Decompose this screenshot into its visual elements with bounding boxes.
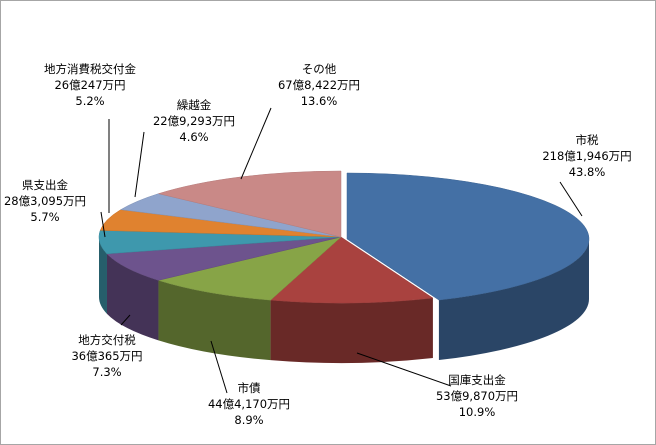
slice-value: 22億9,293万円: [153, 114, 235, 128]
slice-value: 26億247万円: [54, 78, 125, 92]
slice-side-4: [106, 253, 159, 341]
slice-percent: 10.9%: [459, 405, 496, 419]
slice-value: 218億1,946万円: [542, 149, 631, 163]
slice-name: その他: [302, 62, 337, 76]
slice-percent: 4.6%: [179, 130, 208, 144]
slice-percent: 43.8%: [569, 165, 606, 179]
leader-line-4: [120, 314, 131, 326]
slice-value: 44億4,170万円: [208, 397, 290, 411]
data-label-6: 地方消費税交付金 26億247万円 5.2%: [44, 62, 136, 108]
leader-line-8: [240, 107, 272, 180]
slice-value: 53億9,870万円: [436, 389, 518, 403]
pie-sides: [99, 237, 589, 363]
data-label-2: 国庫支出金 53億9,870万円 10.9%: [436, 373, 518, 419]
data-label-1: 市税 218億1,946万円 43.8%: [542, 133, 631, 179]
slice-value: 36億365万円: [71, 349, 142, 363]
slice-percent: 5.7%: [30, 210, 59, 224]
slice-side-2: [270, 298, 433, 363]
slice-name: 繰越金: [177, 98, 212, 112]
slice-value: 28億3,095万円: [4, 194, 86, 208]
data-label-5: 県支出金 28億3,095万円 5.7%: [4, 178, 86, 224]
slice-1: [346, 172, 590, 301]
data-label-4: 地方交付税 36億365万円 7.3%: [71, 333, 142, 379]
slice-percent: 5.2%: [75, 94, 104, 108]
slice-8: [157, 170, 342, 238]
slice-name: 県支出金: [22, 178, 68, 192]
slice-percent: 13.6%: [301, 94, 338, 108]
slice-2: [269, 236, 434, 304]
data-label-8: その他 67億8,422万円 13.6%: [278, 62, 360, 108]
slice-side-1: [438, 239, 589, 361]
leader-line-3: [210, 340, 228, 394]
leader-lines: [100, 107, 583, 394]
slice-3: [157, 236, 342, 301]
data-label-3: 市債 44億4,170万円 8.9%: [208, 381, 290, 427]
slice-name: 地方消費税交付金: [44, 62, 136, 76]
pie-tops: [98, 170, 590, 304]
leader-line-7: [134, 131, 145, 198]
leader-line-1: [559, 181, 583, 217]
leader-line-2: [356, 352, 452, 387]
slice-side-5: [99, 237, 107, 314]
slice-percent: 7.3%: [92, 365, 121, 379]
slice-percent: 8.9%: [234, 413, 263, 427]
slice-name: 市債: [238, 381, 261, 395]
slice-name: 地方交付税: [78, 333, 136, 347]
leader-line-5: [100, 211, 106, 238]
data-labels: 市税 218億1,946万円 43.8% 国庫支出金 53億9,870万円 10.9% 市債…: [4, 62, 632, 427]
slice-name: 市税: [576, 133, 599, 147]
slice-value: 67億8,422万円: [278, 78, 360, 92]
slice-4: [106, 236, 342, 281]
slice-side-3: [158, 280, 271, 361]
slice-name: 国庫支出金: [448, 373, 506, 387]
data-label-7: 繰越金 22億9,293万円 4.6%: [153, 98, 235, 144]
